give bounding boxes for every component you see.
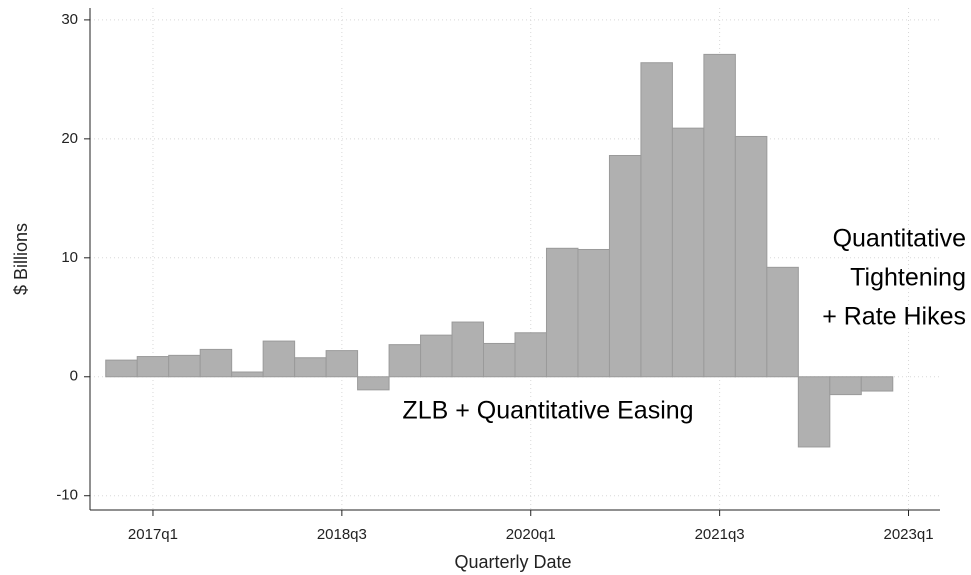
bar: [483, 342, 516, 378]
x-tick-label: 2018q3: [317, 526, 367, 543]
annotation: + Rate Hikes: [822, 303, 966, 331]
bar: [294, 357, 327, 378]
bar: [514, 332, 547, 378]
bar: [357, 376, 390, 391]
bar: [797, 376, 831, 448]
bar: [545, 247, 579, 378]
bar: [199, 348, 233, 378]
x-tick-label: 2020q1: [506, 526, 556, 543]
y-tick-label: 20: [61, 130, 78, 147]
y-tick-label: 0: [70, 368, 78, 385]
bar: [168, 354, 201, 378]
bar: [608, 155, 642, 378]
bar: [829, 376, 862, 396]
bar: [325, 350, 359, 378]
annotation: ZLB + Quantitative Easing: [402, 397, 693, 425]
bar: [231, 371, 264, 378]
x-tick-label: 2023q1: [883, 526, 933, 543]
x-tick-label: 2021q3: [695, 526, 745, 543]
y-axis-title: $ Billions: [11, 223, 31, 295]
annotation: Quantitative: [833, 225, 966, 253]
x-tick-label: 2017q1: [128, 526, 178, 543]
bar: [734, 135, 768, 378]
y-tick-label: 10: [61, 249, 78, 266]
y-tick-label: -10: [56, 487, 78, 504]
bar: [420, 334, 453, 378]
bar: [703, 53, 736, 378]
bar: [105, 359, 138, 378]
bar: [451, 321, 485, 378]
bar: [136, 356, 170, 378]
bar: [860, 376, 894, 392]
annotation: Tightening: [850, 264, 966, 292]
bar: [640, 62, 673, 378]
bar: [671, 127, 705, 378]
bar: [262, 340, 296, 378]
x-axis-title: Quarterly Date: [454, 552, 571, 572]
bar: [766, 266, 799, 378]
bar: [388, 344, 422, 378]
bar: [577, 248, 610, 378]
y-tick-label: 30: [61, 11, 78, 28]
